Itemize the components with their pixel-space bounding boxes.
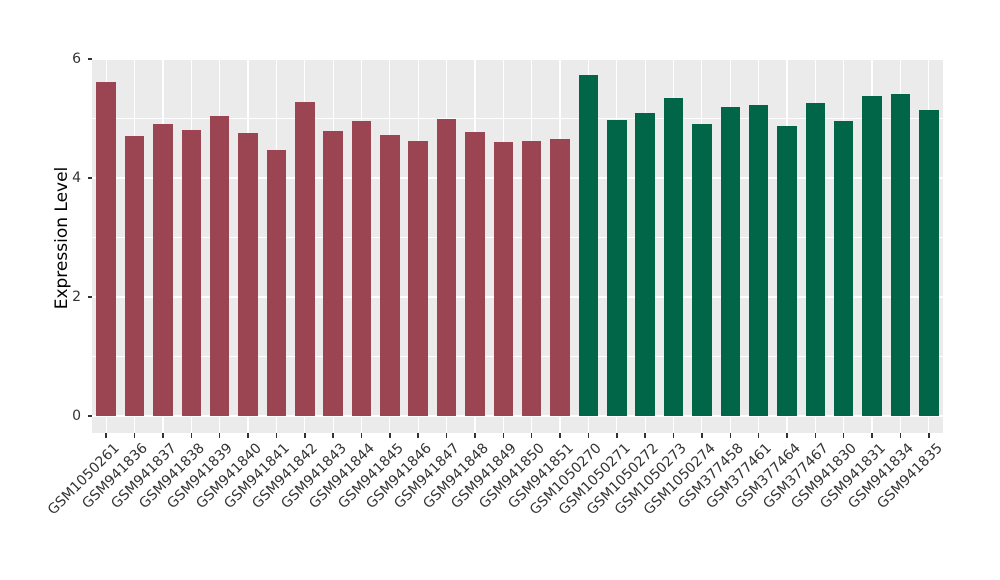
bar-GSM941845 xyxy=(380,135,400,416)
bar-GSM941831 xyxy=(862,96,882,416)
y-tick-mark xyxy=(87,415,92,417)
x-tick-mark xyxy=(360,433,363,438)
bar-GSM941834 xyxy=(890,94,911,416)
bar-GSM377461 xyxy=(748,105,769,416)
x-tick-mark xyxy=(474,433,476,438)
plot-panel xyxy=(92,58,943,433)
x-tick-mark xyxy=(786,433,788,438)
y-tick-mark xyxy=(87,296,92,298)
x-tick-mark xyxy=(842,433,845,438)
x-tick-mark xyxy=(247,433,249,438)
bar-GSM941837 xyxy=(153,124,173,416)
y-tick-label: 2 xyxy=(72,289,81,305)
x-tick-mark xyxy=(389,433,391,438)
x-tick-mark xyxy=(275,433,278,438)
gridline-major xyxy=(92,296,943,298)
bar-GSM377458 xyxy=(720,107,740,416)
gridline-major xyxy=(92,58,943,60)
bar-GSM941841 xyxy=(266,150,287,416)
x-tick-mark xyxy=(332,433,334,438)
x-tick-mark xyxy=(133,433,136,438)
bar-GSM941839 xyxy=(209,116,230,416)
bar-GSM941847 xyxy=(436,119,457,416)
bar-GSM941850 xyxy=(521,140,542,416)
bar-GSM941830 xyxy=(833,121,854,416)
bar-GSM1050274 xyxy=(692,123,712,416)
bar-GSM1050273 xyxy=(663,98,684,416)
x-tick-mark xyxy=(218,433,221,438)
x-tick-mark xyxy=(644,433,646,438)
gridline-major xyxy=(92,177,943,179)
x-tick-mark xyxy=(304,433,306,438)
gridline-minor xyxy=(92,237,943,238)
x-tick-mark xyxy=(162,433,164,438)
x-tick-mark xyxy=(530,433,533,438)
bar-GSM941844 xyxy=(351,121,372,416)
bar-GSM941835 xyxy=(919,110,939,416)
y-tick-mark xyxy=(87,177,92,179)
x-tick-mark xyxy=(729,433,731,438)
gridline-minor xyxy=(92,118,943,119)
bar-GSM941851 xyxy=(550,139,570,416)
bar-GSM941849 xyxy=(493,142,514,416)
y-tick-label: 6 xyxy=(72,51,81,67)
y-tick-label: 0 xyxy=(72,408,81,424)
x-tick-mark xyxy=(616,433,618,438)
bar-GSM377464 xyxy=(777,125,797,416)
x-tick-mark xyxy=(502,433,505,438)
gridline-major xyxy=(92,415,943,417)
bar-GSM377467 xyxy=(805,103,826,416)
x-tick-mark xyxy=(899,433,902,438)
bar-GSM941840 xyxy=(238,132,258,416)
y-tick-label: 4 xyxy=(72,170,81,186)
bar-GSM1050272 xyxy=(635,112,655,416)
y-tick-mark xyxy=(87,58,92,60)
bar-GSM1050270 xyxy=(578,75,599,416)
bar-GSM941843 xyxy=(323,130,343,416)
x-tick-mark xyxy=(814,433,817,438)
bar-GSM941846 xyxy=(408,141,428,416)
x-tick-mark xyxy=(757,433,760,438)
bar-GSM941838 xyxy=(181,129,202,416)
x-tick-mark xyxy=(701,433,703,438)
x-tick-mark xyxy=(559,433,561,438)
bar-GSM941848 xyxy=(465,131,485,416)
x-tick-mark xyxy=(190,433,193,438)
x-tick-mark xyxy=(587,433,590,438)
x-tick-mark xyxy=(871,433,873,438)
x-tick-mark xyxy=(672,433,675,438)
gridline-minor xyxy=(92,356,943,357)
x-tick-mark xyxy=(417,433,419,438)
x-tick-mark xyxy=(105,433,107,438)
x-tick-mark xyxy=(445,433,448,438)
bar-GSM941842 xyxy=(295,101,315,416)
bar-GSM941836 xyxy=(124,136,145,416)
bar-GSM1050261 xyxy=(96,82,116,416)
x-tick-mark xyxy=(928,433,930,438)
bar-GSM1050271 xyxy=(607,119,627,416)
